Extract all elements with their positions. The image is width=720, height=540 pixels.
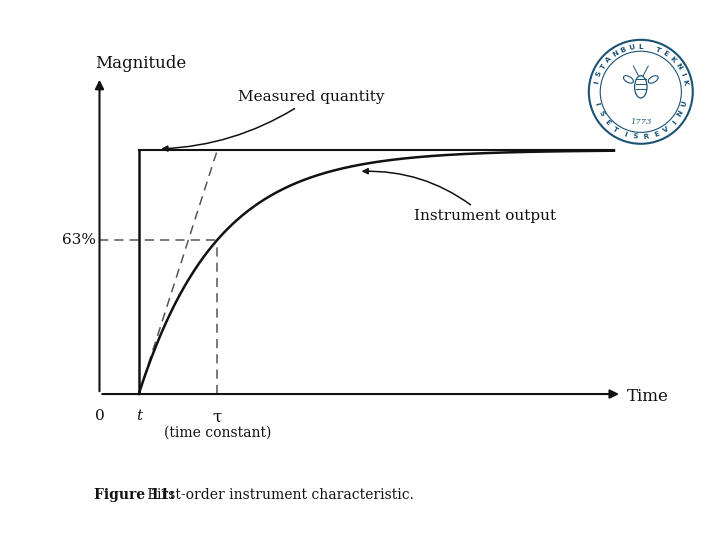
Text: T: T bbox=[654, 46, 662, 53]
Text: N: N bbox=[612, 50, 620, 58]
Text: L: L bbox=[639, 44, 643, 50]
Text: I: I bbox=[679, 72, 685, 76]
Text: t: t bbox=[135, 409, 142, 423]
Text: 1773: 1773 bbox=[630, 118, 652, 125]
Text: E: E bbox=[662, 50, 670, 58]
Text: U: U bbox=[681, 100, 688, 107]
Text: A: A bbox=[605, 56, 613, 64]
Text: T: T bbox=[611, 125, 619, 133]
Text: Measured quantity: Measured quantity bbox=[163, 90, 384, 151]
Text: Figure 11:: Figure 11: bbox=[94, 488, 174, 502]
Text: B: B bbox=[620, 46, 627, 53]
Text: N: N bbox=[674, 62, 683, 70]
Text: First-order instrument characteristic.: First-order instrument characteristic. bbox=[143, 488, 413, 502]
Text: τ: τ bbox=[212, 409, 222, 426]
Text: Time: Time bbox=[627, 388, 669, 405]
Text: E: E bbox=[653, 131, 660, 138]
Text: S: S bbox=[597, 110, 605, 117]
Text: I: I bbox=[623, 131, 627, 138]
Text: R: R bbox=[643, 133, 649, 140]
Text: Magnitude: Magnitude bbox=[95, 55, 186, 72]
Text: V: V bbox=[662, 125, 670, 133]
Text: 63%: 63% bbox=[62, 233, 96, 247]
Text: T: T bbox=[600, 63, 607, 70]
Text: K: K bbox=[669, 56, 677, 64]
Text: S: S bbox=[595, 70, 603, 78]
Text: I: I bbox=[594, 102, 600, 105]
Text: 0: 0 bbox=[94, 409, 104, 423]
Text: E: E bbox=[603, 118, 611, 126]
Text: K: K bbox=[682, 79, 688, 86]
Text: S: S bbox=[632, 133, 639, 140]
Text: I: I bbox=[593, 80, 600, 84]
Text: Instrument output: Instrument output bbox=[363, 168, 556, 223]
Text: U: U bbox=[629, 44, 636, 51]
Text: (time constant): (time constant) bbox=[163, 426, 271, 440]
Text: N: N bbox=[677, 110, 685, 118]
Text: I: I bbox=[671, 119, 678, 125]
